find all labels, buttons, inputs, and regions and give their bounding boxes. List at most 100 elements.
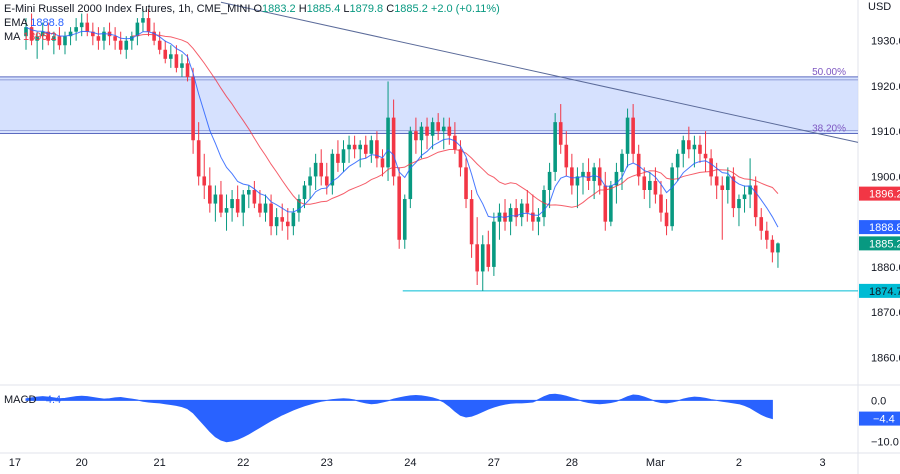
candle-body — [664, 212, 669, 227]
candle-body — [174, 54, 179, 68]
candle-body — [163, 49, 168, 59]
candle-body — [558, 122, 563, 145]
candle-body — [692, 144, 697, 150]
candle-body — [447, 126, 452, 136]
candle-body — [419, 126, 424, 141]
candle-body — [269, 203, 273, 227]
macd-legend[interactable]: MACD −4.4 — [4, 394, 61, 406]
low-value: 1879.8 — [349, 3, 384, 15]
candle-body — [636, 153, 641, 177]
candle-body — [575, 176, 580, 186]
candle-body — [480, 244, 485, 272]
candle-body — [742, 194, 747, 200]
candle-body — [714, 176, 719, 186]
candle-body — [180, 63, 184, 68]
candle-body — [653, 180, 658, 195]
candle-body — [380, 158, 385, 168]
candle-body — [29, 27, 34, 41]
chart-legend: E-Mini Russell 2000 Index Futures, 1h, C… — [4, 2, 500, 44]
ma-label: MA — [4, 31, 20, 43]
candle-body — [531, 212, 535, 222]
candle-body — [675, 153, 680, 168]
candle-body — [135, 22, 140, 37]
change-value: +2.0 (+0.11%) — [430, 3, 500, 15]
candle-body — [681, 140, 686, 154]
candle-body — [486, 244, 491, 267]
x-tick-label: 28 — [566, 457, 578, 469]
candle-body — [196, 140, 201, 177]
close-label: C — [386, 3, 395, 15]
candle-body — [436, 122, 440, 132]
candle-body — [748, 185, 752, 195]
candle-body — [157, 40, 162, 50]
candle-body — [726, 176, 730, 190]
candle-body — [224, 208, 229, 213]
ma-value: 1896.2 — [22, 31, 57, 43]
fib-label: 50.00% — [812, 67, 846, 78]
y-tick-label: 1860.0 — [871, 352, 900, 364]
candle-body — [102, 31, 106, 41]
candle-body — [124, 40, 129, 50]
candle-body — [146, 18, 151, 32]
candle-body — [464, 167, 468, 200]
candle-body — [219, 194, 223, 213]
candle-body — [458, 149, 463, 168]
candle-body — [759, 217, 764, 231]
x-tick-label: 27 — [488, 457, 500, 469]
candle-body — [280, 217, 285, 222]
candle-body — [469, 199, 474, 245]
y-tick-label: 1920.0 — [871, 81, 900, 93]
x-tick-label: 20 — [76, 457, 88, 469]
candle-body — [208, 185, 212, 204]
candle-body — [570, 167, 574, 186]
candle-body — [358, 144, 362, 150]
candle-body — [642, 176, 647, 190]
candle-body — [547, 171, 552, 190]
candle-body — [79, 22, 84, 28]
candle-body — [274, 217, 279, 227]
candle-body — [492, 221, 496, 267]
candle-body — [213, 194, 218, 204]
candle-body — [737, 199, 741, 209]
price-tag-label: 1896.2 — [869, 189, 900, 201]
price-tag-ema — [859, 220, 900, 235]
candle-body — [609, 185, 613, 222]
x-tick-label: 17 — [9, 457, 21, 469]
candle-body — [63, 36, 67, 46]
candle-body — [648, 180, 652, 190]
x-tick-label: Mar — [646, 457, 665, 469]
candle-body — [252, 190, 257, 204]
candle-body — [347, 144, 351, 150]
ma-line — [131, 33, 779, 208]
candle-body — [614, 171, 619, 186]
candle-body — [57, 36, 62, 46]
candle-body — [765, 230, 769, 240]
price-tag-support — [859, 283, 900, 298]
y-tick-label: 1930.0 — [871, 36, 900, 48]
candle-body — [687, 140, 691, 150]
candle-body — [85, 22, 90, 32]
candle-body — [302, 185, 307, 200]
candle-body — [414, 131, 418, 141]
candle-body — [230, 199, 234, 209]
candle-body — [770, 239, 775, 253]
candle-body — [603, 185, 608, 222]
candle-body — [776, 243, 780, 253]
x-tick-label: 24 — [404, 457, 416, 469]
candle-body — [96, 36, 101, 41]
candle-body — [202, 176, 207, 186]
candle-body — [514, 208, 518, 218]
legend-row-ma[interactable]: MA 1896.2 — [4, 30, 500, 44]
candle-body — [453, 135, 457, 150]
candle-body — [46, 31, 51, 41]
candle-body — [24, 27, 28, 37]
candle-body — [291, 212, 296, 227]
candle-body — [118, 40, 123, 50]
legend-row-ema[interactable]: EMA 1888.8 — [4, 16, 500, 30]
candle-body — [52, 36, 56, 41]
candle-body — [352, 144, 357, 150]
candle-body — [263, 203, 268, 213]
high-label: H — [298, 3, 307, 15]
low-label: L — [343, 3, 350, 15]
